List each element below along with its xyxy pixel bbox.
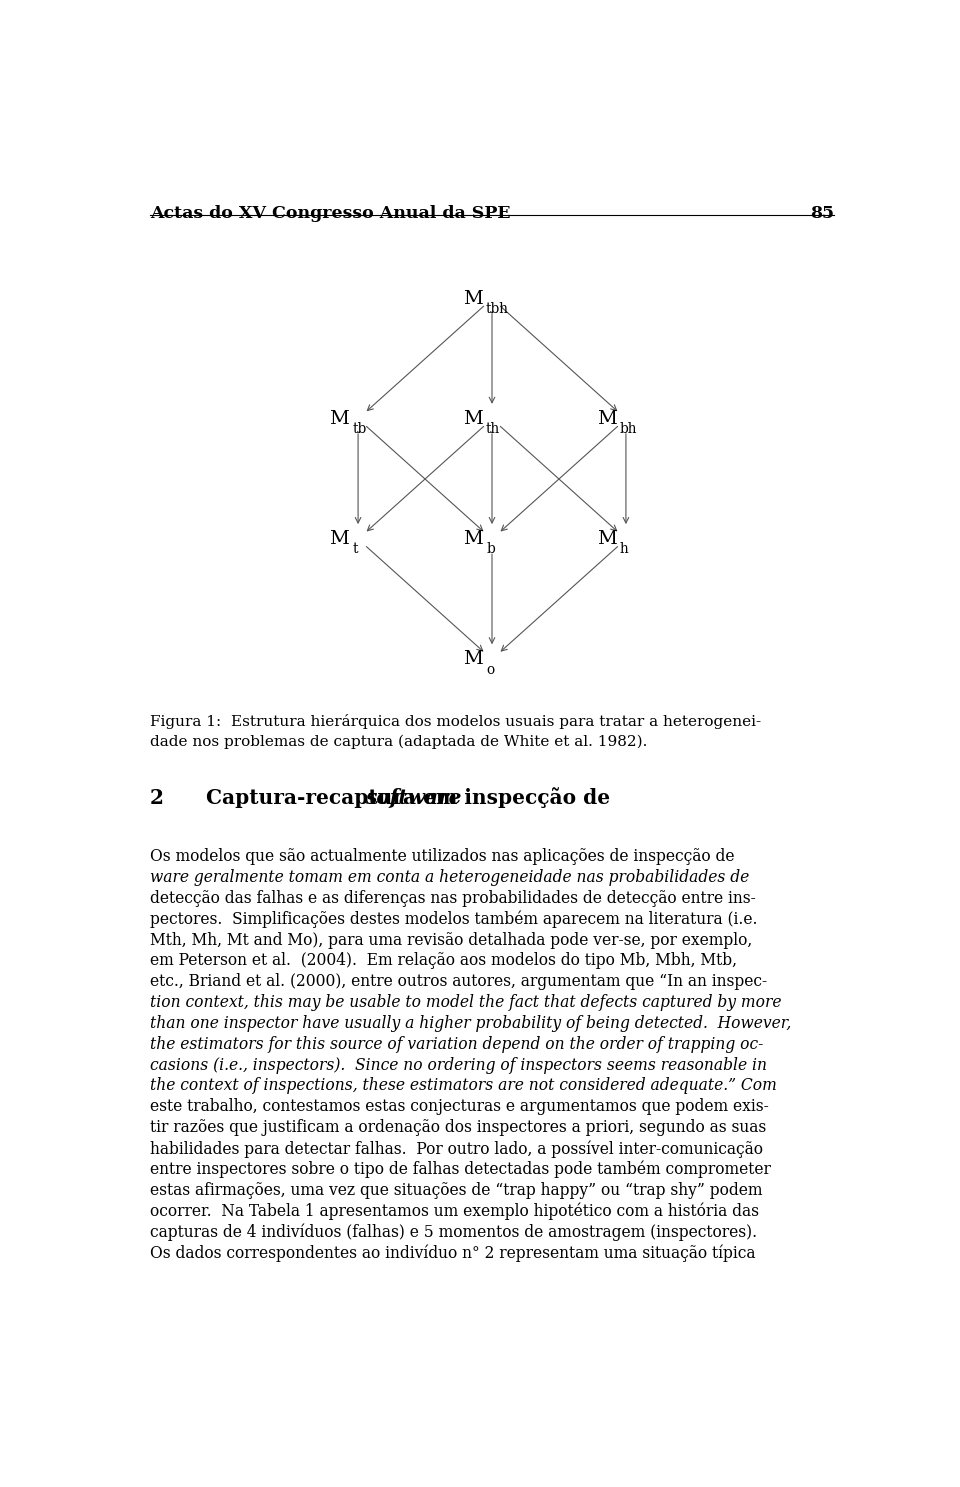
Text: tbh: tbh — [486, 302, 509, 315]
Text: b: b — [486, 543, 494, 556]
Text: software: software — [365, 788, 462, 807]
Text: Os modelos que são actualmente utilizados nas aplicações de inspecção de: Os modelos que são actualmente utilizado… — [150, 848, 739, 865]
Text: ocorrer.  Na Tabela 1 apresentamos um exemplo hipotético com a história das: ocorrer. Na Tabela 1 apresentamos um exe… — [150, 1203, 758, 1219]
Text: habilidades para detectar falhas.  Por outro lado, a possível inter-comunicação: habilidades para detectar falhas. Por ou… — [150, 1141, 763, 1157]
Text: 85: 85 — [810, 205, 834, 222]
Text: M: M — [463, 290, 483, 308]
Text: estas afirmações, uma vez que situações de “trap happy” ou “trap shy” podem: estas afirmações, uma vez que situações … — [150, 1182, 762, 1199]
Text: ware geralmente tomam em conta a heterogeneidade nas probabilidades de: ware geralmente tomam em conta a heterog… — [150, 868, 749, 886]
Text: etc., Briand et al. (2000), entre outros autores, argumentam que “In an inspec-: etc., Briand et al. (2000), entre outros… — [150, 974, 767, 990]
Text: Actas do XV Congresso Anual da SPE: Actas do XV Congresso Anual da SPE — [150, 205, 511, 222]
Text: M: M — [597, 410, 617, 428]
Text: pectores.  Simplificações destes modelos também aparecem na literatura (i.e.: pectores. Simplificações destes modelos … — [150, 910, 757, 928]
Text: t: t — [352, 543, 358, 556]
Text: M: M — [463, 529, 483, 549]
Text: tb: tb — [352, 422, 367, 436]
Text: tir razões que justificam a ordenação dos inspectores a priori, segundo as suas: tir razões que justificam a ordenação do… — [150, 1120, 766, 1136]
Text: Os dados correspondentes ao indivíduo n° 2 representam uma situação típica: Os dados correspondentes ao indivíduo n°… — [150, 1245, 756, 1261]
Text: tion context, this may be usable to model the fact that defects captured by more: tion context, this may be usable to mode… — [150, 995, 781, 1011]
Text: em Peterson et al.  (2004).  Em relação aos modelos do tipo Mb, Mbh, Mtb,: em Peterson et al. (2004). Em relação ao… — [150, 953, 736, 970]
Text: o: o — [486, 663, 494, 677]
Text: M: M — [597, 529, 617, 549]
Text: Captura-recaptura em inspecção de: Captura-recaptura em inspecção de — [205, 788, 616, 809]
Text: h: h — [620, 543, 629, 556]
Text: 2: 2 — [150, 788, 163, 807]
Text: Mth, Mh, Mt and Mo), para uma revisão detalhada pode ver-se, por exemplo,: Mth, Mh, Mt and Mo), para uma revisão de… — [150, 932, 752, 949]
Text: entre inspectores sobre o tipo de falhas detectadas pode também comprometer: entre inspectores sobre o tipo de falhas… — [150, 1161, 771, 1178]
Text: M: M — [463, 650, 483, 668]
Text: dade nos problemas de captura (adaptada de White et al. 1982).: dade nos problemas de captura (adaptada … — [150, 735, 647, 749]
Text: casions (i.e., inspectors).  Since no ordering of inspectors seems reasonable in: casions (i.e., inspectors). Since no ord… — [150, 1057, 767, 1074]
Text: Figura 1:  Estrutura hierárquica dos modelos usuais para tratar a heterogenei-: Figura 1: Estrutura hierárquica dos mode… — [150, 714, 761, 729]
Text: the estimators for this source of variation depend on the order of trapping oc-: the estimators for this source of variat… — [150, 1036, 763, 1053]
Text: the context of inspections, these estimators are not considered adequate.” Com: the context of inspections, these estima… — [150, 1078, 777, 1094]
Text: th: th — [486, 422, 500, 436]
Text: detecção das falhas e as diferenças nas probabilidades de detecção entre ins-: detecção das falhas e as diferenças nas … — [150, 889, 756, 907]
Text: than one inspector have usually a higher probability of being detected.  However: than one inspector have usually a higher… — [150, 1016, 791, 1032]
Text: bh: bh — [620, 422, 637, 436]
Text: M: M — [329, 410, 349, 428]
Text: M: M — [329, 529, 349, 549]
Text: M: M — [463, 410, 483, 428]
Text: capturas de 4 indivíduos (falhas) e 5 momentos de amostragem (inspectores).: capturas de 4 indivíduos (falhas) e 5 mo… — [150, 1224, 756, 1240]
Text: este trabalho, contestamos estas conjecturas e argumentamos que podem exis-: este trabalho, contestamos estas conject… — [150, 1099, 769, 1115]
